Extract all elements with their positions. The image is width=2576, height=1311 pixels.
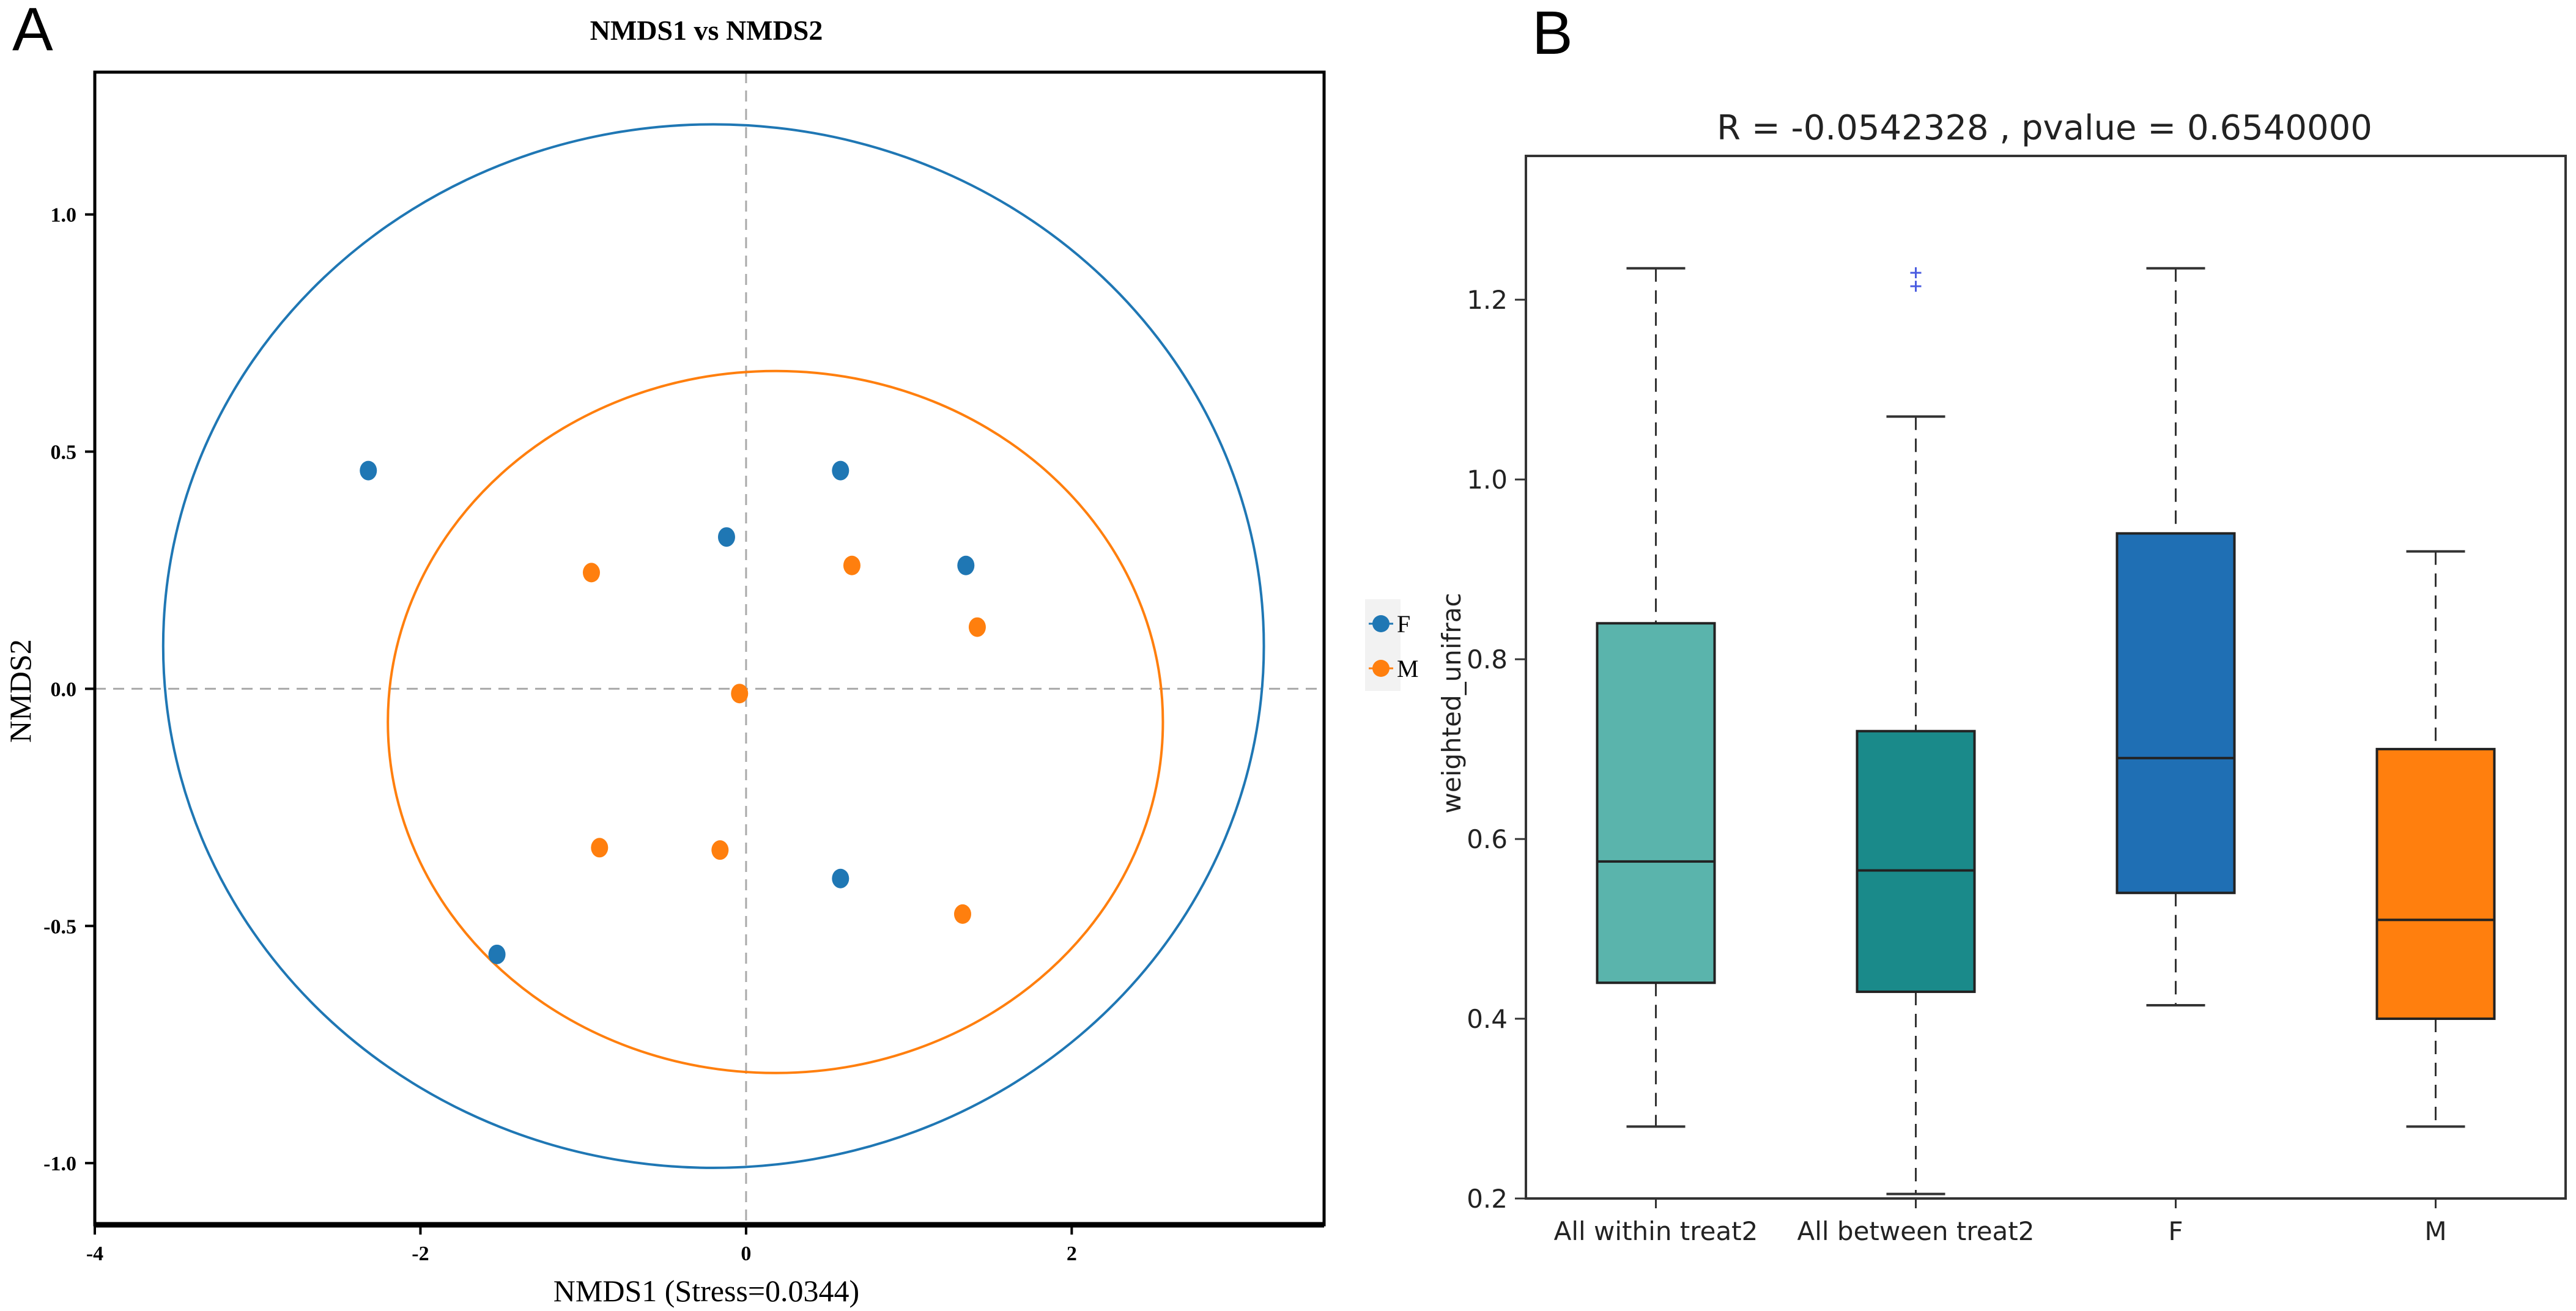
x-tick-label-a: 2 [1067,1243,1077,1265]
x-tick-label-b: All within treat2 [1554,1216,1758,1246]
box-2-iqr-box [1856,729,1976,993]
panel-a-ylabel: NMDS2 [3,639,37,742]
y-tick-label-a: -1.0 [43,1153,76,1175]
x-tick-label-b: F [2168,1216,2183,1246]
point-m-6 [711,840,729,860]
point-m-5 [591,838,609,858]
point-f-6 [488,944,506,964]
y-tick-label-a: 0.0 [51,678,77,701]
panel-b-ylabel: weighted_unifrac [1437,593,1467,814]
panel-b-plot: 0.2 0.4 0.6 0.8 1.0 1.2 All within treat2 All b… [1467,155,2567,1246]
legend-label-m: M [1397,655,1419,682]
x-tick-label-b: M [2424,1216,2446,1246]
x-tick-label-a: -2 [412,1243,429,1265]
y-tick-label-a: -0.5 [43,915,76,938]
point-f-1 [360,460,377,481]
y-tick-label-a: 1.0 [51,204,77,227]
point-m-2 [843,555,861,575]
y-tick-label-b: 0.2 [1467,1184,1508,1214]
x-tick-label-b: All between treat2 [1797,1216,2035,1246]
panel-b-letter: B [1532,0,1573,67]
box-3-iqr-box [2115,532,2236,895]
y-tick-label-b: 1.2 [1467,285,1508,315]
box-4-iqr-box [2375,748,2496,1021]
point-f-5 [832,868,849,888]
point-f-4 [957,555,975,575]
y-tick-label-b: 0.8 [1467,644,1508,674]
ellipse-f [161,123,1265,1169]
panel-a-letter: A [12,0,53,64]
panel-a-xlabel: NMDS1 (Stress=0.0344) [553,1274,859,1308]
point-m-3 [968,617,986,637]
y-tick-label-b: 1.0 [1467,465,1508,495]
legend-box [1365,599,1401,691]
panel-a-plot: -4 -2 0 2 -1.0 -0.5 0.0 0.5 1.0 [43,70,1326,1265]
point-f-3 [717,527,735,547]
legend-label-f: F [1397,610,1410,638]
legend-marker-f [1372,615,1390,632]
point-m-7 [953,904,971,924]
panel-b-title: R = -0.0542328 , pvalue = 0.6540000 [1717,108,2372,148]
y-tick-label-b: 0.6 [1467,824,1508,854]
x-tick-label-a: -4 [86,1243,103,1265]
point-m-4 [731,684,749,704]
y-tick-label-a: 0.5 [51,441,77,464]
panel-a-title: NMDS1 vs NMDS2 [590,15,823,46]
x-tick-label-a: 0 [741,1243,751,1265]
point-m-1 [582,563,600,583]
point-f-2 [832,460,849,481]
legend-marker-m [1372,660,1390,677]
box-1-iqr-box [1596,622,1716,984]
legend: F M [1365,599,1419,691]
ellipse-m [387,369,1164,1074]
panel-a-frame [93,70,1326,1227]
y-tick-label-b: 0.4 [1467,1004,1508,1034]
